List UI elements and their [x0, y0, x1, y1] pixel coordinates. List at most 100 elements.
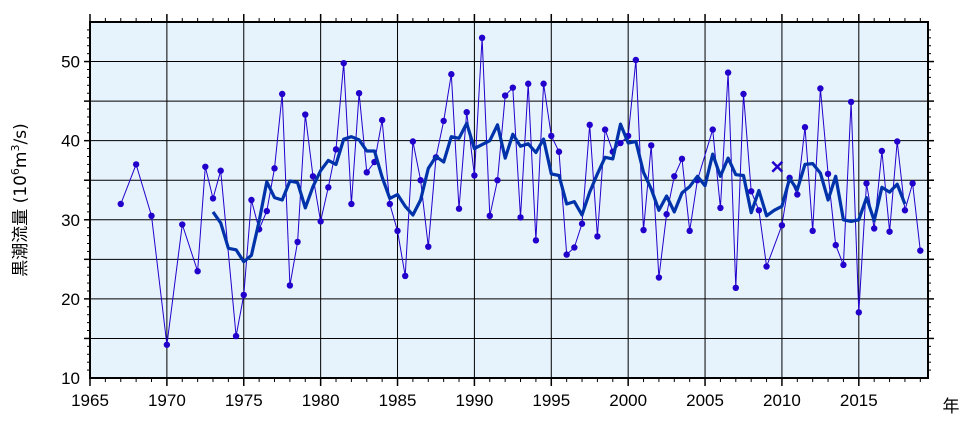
raw-data-point [594, 233, 601, 240]
raw-data-point [778, 222, 786, 229]
raw-data-point [809, 227, 816, 235]
raw-data-point [886, 228, 893, 235]
x-unit-label: 年 [943, 397, 960, 417]
raw-data-point [840, 261, 847, 269]
x-tick-label: 2005 [686, 391, 724, 410]
raw-data-point [425, 243, 432, 250]
plot-frame [89, 21, 929, 379]
x-tick-label: 1980 [302, 391, 340, 410]
raw-data-point [824, 170, 832, 178]
smoothed-series-line [211, 121, 907, 264]
raw-data-point [525, 80, 532, 87]
y-tick-labels: 10 20 30 40 50 [61, 53, 80, 388]
raw-data-point [901, 207, 909, 214]
raw-data-point [294, 238, 301, 246]
raw-data-point [248, 196, 255, 204]
raw-data-point [817, 85, 824, 92]
raw-data-point [732, 284, 739, 292]
raw-data-point [463, 108, 470, 116]
raw-data-point [163, 341, 171, 348]
raw-data-point [494, 177, 501, 184]
raw-data-point [532, 237, 540, 244]
raw-data-point [686, 227, 693, 235]
raw-data-point [724, 69, 732, 76]
x-tick-labels: 1965 1970 1975 1980 1985 1990 1995 2000 2005 2010… [71, 391, 878, 410]
x-tick-label: 1965 [71, 391, 109, 410]
raw-data-point [755, 207, 763, 214]
raw-data-point [317, 218, 324, 225]
raw-data-point [302, 111, 309, 118]
y-axis-title: 黒潮流量 (106m3/s) [9, 123, 31, 276]
raw-data-point [348, 200, 355, 208]
raw-data-point [763, 263, 770, 270]
y-axis-title-sup2: 3 [9, 144, 22, 151]
raw-data-point [540, 80, 547, 87]
raw-data-point [471, 172, 478, 179]
raw-data-point [671, 173, 678, 180]
raw-data-point [363, 169, 370, 176]
raw-data-point [648, 142, 655, 149]
raw-data-point [717, 204, 724, 212]
raw-data-point [179, 221, 186, 228]
raw-data-point [232, 332, 240, 340]
raw-data-point [409, 138, 417, 145]
raw-data-point [478, 34, 486, 42]
y-tick-label: 20 [61, 290, 80, 309]
raw-data-point [555, 148, 563, 155]
x-tick-label: 2000 [609, 391, 647, 410]
raw-data-point [863, 180, 870, 187]
raw-data-point [355, 90, 363, 97]
raw-data-point [855, 309, 863, 316]
raw-data-point [148, 212, 155, 220]
raw-data-point [402, 272, 409, 280]
raw-data-point [678, 155, 686, 163]
raw-data-point [240, 291, 247, 299]
y-tick-label: 30 [61, 211, 80, 230]
raw-data-point [847, 98, 855, 106]
raw-data-point [571, 244, 578, 251]
raw-data-point [271, 165, 278, 172]
raw-data-point [263, 207, 271, 215]
raw-data-point [917, 247, 924, 254]
raw-data-point [448, 71, 455, 78]
raw-data-point [663, 211, 670, 218]
raw-data-point [417, 177, 424, 184]
raw-data-point [517, 214, 524, 221]
raw-data-point [340, 59, 347, 67]
y-axis-title-main: 黒潮流量 (10 [11, 175, 31, 277]
x-tick-label: 2010 [763, 391, 801, 410]
y-tick-label: 50 [61, 53, 80, 72]
raw-data-point [617, 139, 624, 147]
raw-data-point [325, 184, 332, 191]
raw-data-point [286, 282, 294, 289]
raw-data-point [586, 121, 593, 129]
raw-data-point [486, 212, 493, 220]
x-tick-label: 1985 [379, 391, 417, 410]
raw-data-point [548, 132, 555, 140]
series-layer [117, 34, 924, 348]
raw-data-point [394, 227, 401, 235]
plot-background [90, 22, 928, 378]
raw-data-point [117, 200, 124, 208]
raw-data-point [440, 117, 447, 125]
x-tick-label: 1995 [532, 391, 570, 410]
raw-data-point [894, 138, 901, 145]
x-marker-point [771, 160, 784, 173]
raw-data-point [909, 180, 916, 187]
y-tick-label: 10 [61, 369, 80, 388]
raw-data-point [509, 84, 517, 91]
raw-data-point [202, 163, 209, 170]
raw-data-point [332, 146, 340, 153]
raw-data-point [794, 191, 801, 198]
raw-data-point [279, 90, 286, 98]
raw-data-point [386, 200, 394, 208]
y-axis-title-mid: m [11, 151, 31, 168]
raw-data-point [217, 167, 224, 174]
raw-data-point [878, 147, 886, 155]
raw-data-point [832, 241, 839, 249]
x-tick-label: 1990 [455, 391, 493, 410]
raw-data-point [655, 274, 663, 281]
x-tick-label: 1970 [148, 391, 186, 410]
raw-data-point [209, 195, 217, 202]
